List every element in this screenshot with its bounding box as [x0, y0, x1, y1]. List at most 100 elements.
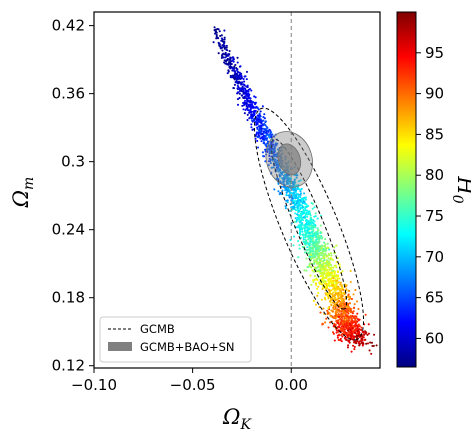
sample-point [308, 251, 311, 254]
sample-point [330, 271, 333, 274]
sample-point [345, 321, 349, 324]
sample-point [324, 321, 327, 324]
sample-point [340, 340, 343, 343]
sample-point [229, 67, 232, 70]
sample-point [329, 267, 332, 270]
sample-point [280, 177, 283, 180]
sample-point [333, 308, 337, 311]
sample-point [265, 134, 268, 137]
sample-point [249, 97, 252, 100]
sample-point [354, 332, 357, 335]
sample-point [332, 291, 335, 294]
sample-point [333, 246, 336, 249]
sample-point [228, 61, 231, 64]
sample-point [286, 174, 289, 177]
sample-point [341, 299, 344, 302]
sample-point [256, 122, 259, 125]
sample-point [367, 332, 370, 335]
sample-point [333, 302, 336, 306]
sample-point [339, 304, 342, 307]
sample-point [326, 273, 329, 276]
sample-point [298, 232, 301, 235]
legend: GCMB GCMB+BAO+SN [99, 316, 252, 363]
sample-point [212, 41, 215, 44]
sample-point [313, 206, 316, 209]
sample-point [262, 130, 265, 133]
sample-point [302, 197, 305, 200]
sample-point [348, 341, 351, 344]
sample-point [303, 269, 306, 272]
sample-point [310, 226, 313, 229]
sample-point [306, 231, 309, 234]
sample-point [309, 253, 312, 256]
sample-point [324, 298, 327, 301]
sample-point [323, 296, 326, 299]
sample-point [358, 340, 361, 343]
sample-point [285, 191, 288, 194]
sample-point [348, 339, 351, 342]
sample-point [338, 310, 341, 313]
sample-point [240, 75, 243, 78]
sample-point [331, 258, 334, 261]
gcmb-bao-sn-contours [265, 131, 313, 188]
sample-point [242, 88, 245, 91]
sample-point [261, 154, 265, 158]
sample-point [319, 311, 322, 314]
sample-point [314, 249, 317, 252]
sample-point [263, 136, 266, 139]
sample-point [238, 96, 241, 99]
sample-point [310, 220, 313, 224]
sample-point [248, 88, 251, 91]
sample-point [364, 338, 367, 341]
sample-point [258, 113, 261, 116]
sample-point [360, 326, 363, 329]
sample-point [299, 223, 302, 226]
sample-point [305, 239, 308, 242]
x-axis-label: ΩK [222, 405, 252, 430]
sample-point [264, 148, 267, 151]
sample-point [333, 284, 337, 287]
sample-point [213, 26, 216, 29]
sample-point [269, 148, 272, 151]
sample-point [298, 227, 301, 230]
sample-point [286, 201, 289, 204]
sample-point [350, 350, 353, 353]
sample-point [254, 96, 257, 99]
sample-point [295, 174, 298, 177]
sample-point [242, 91, 245, 94]
sample-point [322, 263, 325, 266]
sample-point [286, 199, 289, 202]
sample-point [325, 255, 328, 258]
sample-point [240, 90, 243, 93]
sample-point [303, 210, 306, 213]
sample-point [351, 327, 354, 330]
sample-point [320, 253, 323, 257]
plot-frame [93, 11, 381, 369]
sample-point [238, 71, 241, 74]
sample-point [314, 239, 317, 242]
sample-point [324, 238, 327, 241]
sample-point [348, 289, 351, 292]
sample-point [338, 293, 341, 296]
sample-point [248, 117, 251, 120]
colorbar-tick-label: 85 [425, 125, 444, 143]
sample-point [288, 182, 291, 185]
sample-point [319, 259, 322, 262]
sample-point [356, 327, 359, 330]
sample-point [253, 112, 256, 115]
sample-point [334, 313, 338, 316]
sample-point [309, 262, 312, 265]
sample-point [273, 151, 276, 154]
sample-point [293, 203, 296, 206]
sample-point [323, 282, 327, 285]
sample-point [287, 187, 290, 190]
sample-point [302, 233, 305, 237]
sample-point [336, 300, 339, 303]
sample-point [342, 310, 345, 313]
sample-point [241, 104, 244, 107]
sample-point [321, 260, 324, 263]
sample-point [246, 113, 249, 116]
sample-point [246, 107, 249, 110]
sample-point [265, 144, 268, 147]
sample-point [339, 328, 343, 331]
